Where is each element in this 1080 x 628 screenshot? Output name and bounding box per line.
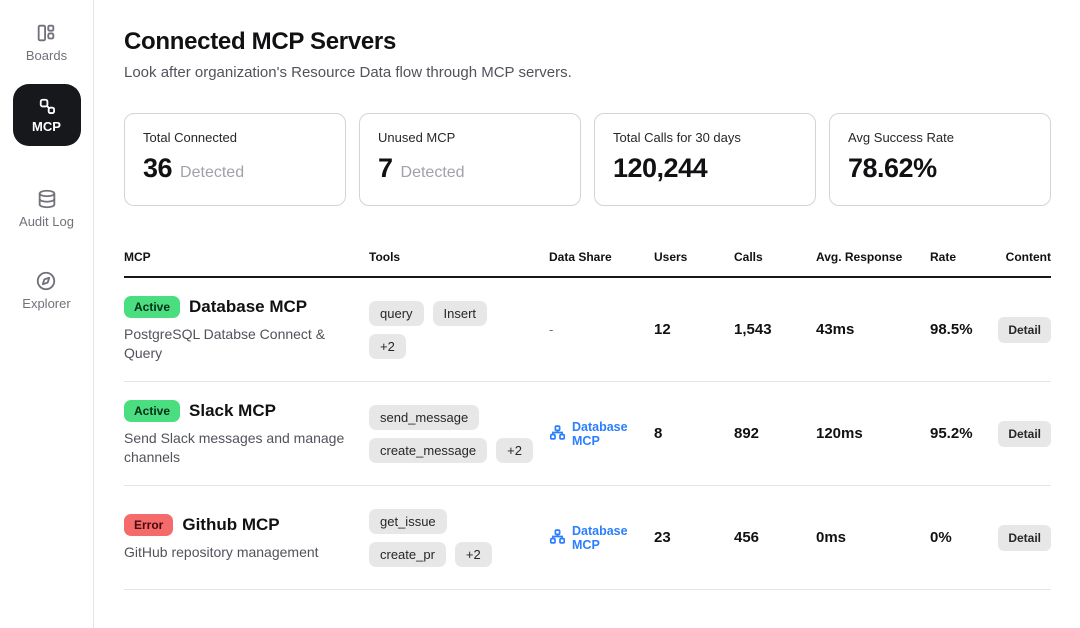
tool-chip: get_issue xyxy=(369,508,447,534)
sidebar-item-explorer[interactable]: Explorer xyxy=(22,270,71,312)
stat-card-unused-mcp: Unused MCP 7 Detected xyxy=(359,113,581,206)
tool-chip-more[interactable]: +2 xyxy=(454,541,492,567)
column-header-data-share: Data Share xyxy=(549,250,612,264)
stat-card-total-calls: Total Calls for 30 days 120,244 xyxy=(594,113,816,206)
avg-response-cell: 120ms xyxy=(816,425,863,442)
network-icon xyxy=(549,528,566,548)
stat-value: 7 xyxy=(378,153,393,183)
data-share-label: Database MCP xyxy=(572,419,628,448)
sidebar-item-label: Boards xyxy=(25,48,68,63)
column-header-calls: Calls xyxy=(734,250,763,264)
tool-chip: Insert xyxy=(432,300,488,326)
data-share-label: Database MCP xyxy=(572,523,628,552)
column-header-avg-response: Avg. Response xyxy=(816,250,903,264)
data-share-cell: Database MCP xyxy=(549,420,654,448)
sidebar-item-label: MCP xyxy=(32,118,61,134)
rate-cell: 98.5% xyxy=(930,321,973,338)
data-share-empty: - xyxy=(549,322,554,337)
detail-button[interactable]: Detail xyxy=(998,420,1051,447)
column-header-content: Content xyxy=(1005,250,1051,264)
mcp-description: PostgreSQL Databse Connect & Query xyxy=(124,326,326,361)
database-icon xyxy=(36,188,58,210)
tools-cell: get_issue create_pr +2 xyxy=(369,508,549,567)
status-badge: Error xyxy=(124,513,174,536)
status-badge: Active xyxy=(124,296,181,318)
tool-chip: create_pr xyxy=(369,541,446,567)
stats-row: Total Connected 36 Detected Unused MCP 7… xyxy=(124,113,1051,206)
status-badge: Active xyxy=(124,400,181,422)
table-row-database-mcp: Active Database MCP PostgreSQL Databse C… xyxy=(124,278,1051,382)
users-cell: 12 xyxy=(654,321,671,338)
tool-chip-more[interactable]: +2 xyxy=(369,333,406,359)
table-row-github-mcp: Error Github MCP GitHub repository manag… xyxy=(124,486,1051,590)
tools-cell: send_message create_message +2 xyxy=(369,404,549,463)
mcp-table: MCP Tools Data Share Users Calls Avg. Re… xyxy=(124,250,1051,590)
data-share-link[interactable]: Database MCP xyxy=(549,420,654,448)
stat-suffix: Detected xyxy=(400,164,465,181)
rate-cell: 0% xyxy=(930,529,952,546)
stat-card-success-rate: Avg Success Rate 78.62% xyxy=(829,113,1051,206)
table-row-slack-mcp: Active Slack MCP Send Slack messages and… xyxy=(124,382,1051,486)
sidebar-item-audit-log[interactable]: Audit Log xyxy=(19,188,74,230)
mcp-description: Send Slack messages and manage channels xyxy=(124,430,345,465)
page-subtitle: Look after organization's Resource Data … xyxy=(124,64,572,81)
data-share-link[interactable]: Database MCP xyxy=(549,524,654,552)
page-title: Connected MCP Servers xyxy=(124,28,397,55)
rate-cell: 95.2% xyxy=(930,425,973,442)
stat-value: 36 xyxy=(143,153,173,183)
sidebar-item-boards[interactable]: Boards xyxy=(26,22,67,64)
data-share-cell: - xyxy=(549,322,654,337)
column-header-users: Users xyxy=(654,250,688,264)
sidebar-item-label: Explorer xyxy=(22,296,71,311)
tool-chip: create_message xyxy=(369,437,488,463)
compass-icon xyxy=(35,270,57,292)
main-content: Connected MCP Servers Look after organiz… xyxy=(94,0,1080,628)
tools-cell: query Insert +2 xyxy=(369,300,549,359)
users-cell: 23 xyxy=(654,529,671,546)
stat-label: Unused MCP xyxy=(378,130,456,145)
stat-label: Avg Success Rate xyxy=(848,130,954,145)
column-header-mcp: MCP xyxy=(124,250,151,264)
stat-label: Total Calls for 30 days xyxy=(613,130,741,145)
tool-chip-more[interactable]: +2 xyxy=(496,437,533,463)
calls-cell: 1,543 xyxy=(734,321,772,338)
tool-chip: send_message xyxy=(369,404,480,430)
stat-suffix: Detected xyxy=(180,164,245,181)
content-cell: Detail xyxy=(998,316,1051,343)
column-header-rate: Rate xyxy=(930,250,957,264)
calls-cell: 892 xyxy=(734,425,760,442)
avg-response-cell: 0ms xyxy=(816,529,847,546)
mcp-link-icon xyxy=(37,96,57,116)
mcp-name: Database MCP xyxy=(189,297,308,316)
stat-value: 120,244 xyxy=(613,153,708,183)
sidebar-item-mcp[interactable]: MCP xyxy=(12,84,81,146)
network-icon xyxy=(549,424,566,444)
mcp-cell: Active Slack MCP Send Slack messages and… xyxy=(124,400,369,467)
column-header-tools: Tools xyxy=(369,250,401,264)
detail-button[interactable]: Detail xyxy=(998,524,1051,551)
stat-card-total-connected: Total Connected 36 Detected xyxy=(124,113,346,206)
mcp-cell: Error Github MCP GitHub repository manag… xyxy=(124,513,369,562)
avg-response-cell: 43ms xyxy=(816,321,855,338)
calls-cell: 456 xyxy=(734,529,760,546)
stat-label: Total Connected xyxy=(143,130,237,145)
data-share-cell: Database MCP xyxy=(549,524,654,552)
mcp-name: Slack MCP xyxy=(189,401,276,420)
mcp-name: Github MCP xyxy=(182,514,280,534)
detail-button[interactable]: Detail xyxy=(998,316,1051,343)
stat-value: 78.62% xyxy=(848,153,937,183)
sidebar: Boards MCP Audit Log xyxy=(0,0,94,628)
tool-chip: query xyxy=(369,300,424,326)
sidebar-item-label: Audit Log xyxy=(19,214,74,229)
table-header: MCP Tools Data Share Users Calls Avg. Re… xyxy=(124,250,1051,278)
mcp-description: GitHub repository management xyxy=(124,543,319,560)
content-cell: Detail xyxy=(998,420,1051,447)
users-cell: 8 xyxy=(654,425,663,442)
content-cell: Detail xyxy=(998,524,1051,551)
boards-icon xyxy=(35,22,57,44)
mcp-cell: Active Database MCP PostgreSQL Databse C… xyxy=(124,296,369,363)
